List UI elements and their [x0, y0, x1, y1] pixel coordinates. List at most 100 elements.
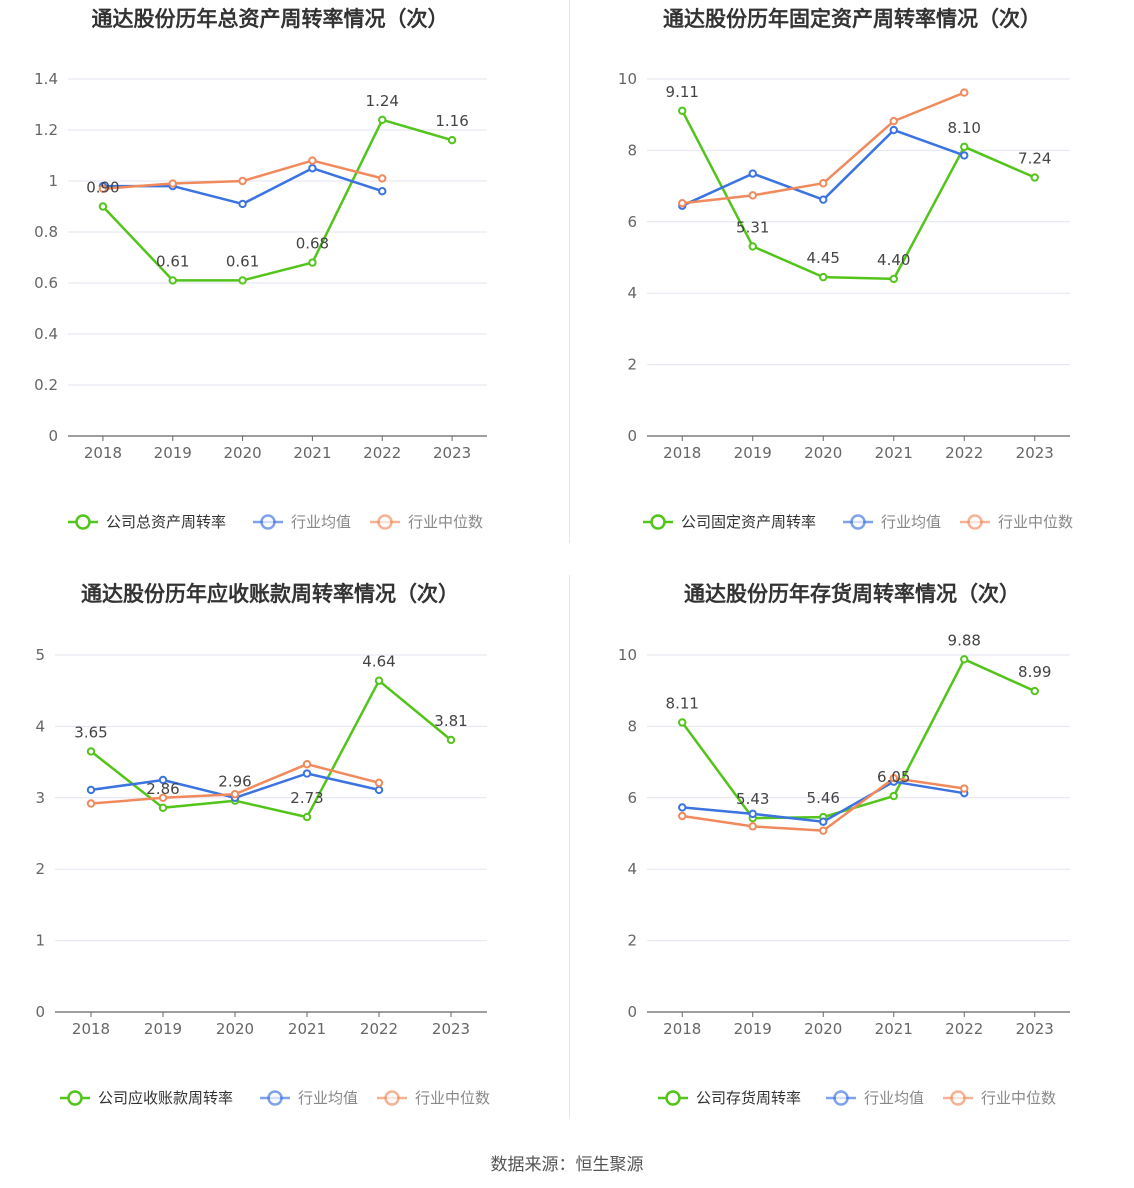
data-point-industry-median[interactable]: [889, 773, 898, 783]
legend-item-industry-avg[interactable]: 行业均值: [253, 513, 351, 531]
data-label: 5.43: [736, 790, 769, 808]
data-point-industry-median[interactable]: [678, 199, 687, 208]
y-tick-label: 0.4: [34, 325, 58, 343]
data-point-company[interactable]: [447, 136, 457, 145]
data-point-company[interactable]: [889, 791, 898, 801]
data-point-industry-median[interactable]: [168, 179, 177, 188]
data-point-industry-avg[interactable]: [748, 809, 757, 819]
data-point-industry-avg[interactable]: [678, 803, 687, 812]
legend-item-industry-median[interactable]: 行业中位数: [377, 1089, 490, 1107]
data-point-company[interactable]: [238, 276, 247, 285]
data-point-company[interactable]: [819, 272, 828, 282]
data-point-industry-avg[interactable]: [158, 775, 168, 785]
data-point-company[interactable]: [889, 274, 898, 284]
legend-marker: [665, 1090, 681, 1106]
x-tick-label: 2019: [734, 1020, 772, 1038]
data-point-industry-avg[interactable]: [819, 817, 828, 826]
data-point-company[interactable]: [678, 718, 687, 727]
data-point-industry-median[interactable]: [238, 176, 247, 186]
data-point-industry-avg[interactable]: [748, 169, 757, 178]
data-point-company[interactable]: [748, 242, 757, 251]
data-point-company[interactable]: [302, 812, 312, 822]
data-point-industry-median[interactable]: [819, 179, 828, 188]
legend-item-industry-avg[interactable]: 行业均值: [843, 513, 941, 531]
legend-marker: [850, 514, 866, 530]
chart-panel-4: 通达股份历年存货周转率情况（次） 0 2 4 6 8 10 2018 2019 2020 2021 2…: [618, 582, 1070, 1107]
legend-item-company[interactable]: 公司固定资产周转率: [643, 513, 816, 531]
data-point-company[interactable]: [960, 655, 969, 664]
data-point-company[interactable]: [308, 258, 317, 267]
data-point-industry-median[interactable]: [819, 826, 828, 835]
y-tick-label: 8: [627, 717, 637, 735]
data-point-company[interactable]: [374, 676, 384, 685]
legend-label: 行业均值: [881, 513, 941, 531]
data-point-company[interactable]: [960, 142, 969, 152]
data-point-industry-avg[interactable]: [308, 164, 317, 173]
data-label: 0.68: [296, 235, 329, 253]
data-label: 3.65: [74, 723, 107, 741]
data-point-industry-avg[interactable]: [378, 187, 387, 196]
data-point-industry-avg[interactable]: [238, 199, 247, 209]
legend-item-company[interactable]: 公司存货周转率: [658, 1089, 801, 1107]
legend-item-industry-avg[interactable]: 行业均值: [260, 1089, 358, 1107]
data-point-industry-avg[interactable]: [374, 785, 384, 795]
data-label: 0.90: [86, 179, 119, 197]
series-line-company: [101, 118, 453, 282]
legend-marker: [67, 1090, 83, 1106]
data-point-industry-median[interactable]: [748, 822, 757, 831]
data-point-industry-median[interactable]: [748, 191, 757, 200]
data-point-company[interactable]: [1030, 173, 1039, 182]
data-point-company[interactable]: [168, 276, 177, 285]
data-point-industry-avg[interactable]: [302, 769, 312, 778]
x-tick-label: 2021: [875, 1020, 913, 1038]
data-point-industry-median[interactable]: [378, 174, 387, 183]
y-tick-label: 0.8: [34, 223, 58, 241]
data-point-industry-median[interactable]: [302, 760, 312, 769]
data-point-industry-avg[interactable]: [960, 151, 969, 160]
y-tick-label: 4: [627, 284, 637, 302]
y-tick-label: 0.6: [34, 274, 58, 292]
y-tick-label: 3: [35, 789, 45, 807]
legend-item-industry-median[interactable]: 行业中位数: [943, 1089, 1056, 1107]
legend-item-industry-median[interactable]: 行业中位数: [960, 513, 1073, 531]
chart-panel-2: 通达股份历年固定资产周转率情况（次） 0 2 4 6 8 10 2018 2019 2020 202…: [618, 7, 1073, 531]
data-point-industry-avg[interactable]: [889, 125, 898, 135]
data-point-industry-median[interactable]: [960, 784, 969, 793]
y-tick-label: 5: [35, 646, 45, 664]
data-point-company[interactable]: [98, 202, 108, 211]
legend-marker: [384, 1090, 400, 1106]
data-point-company[interactable]: [158, 803, 168, 812]
data-point-industry-median[interactable]: [960, 88, 969, 97]
data-point-industry-median[interactable]: [678, 811, 687, 821]
legend-label: 行业均值: [864, 1089, 924, 1107]
data-point-industry-median[interactable]: [374, 778, 384, 788]
legend-marker: [967, 514, 983, 530]
data-point-company[interactable]: [378, 115, 387, 125]
data-point-industry-avg[interactable]: [86, 785, 96, 795]
data-source: 数据来源：恒生聚源: [490, 1155, 644, 1175]
data-point-industry-median[interactable]: [98, 184, 108, 193]
x-tick-label: 2021: [288, 1020, 326, 1038]
data-label: 1.24: [366, 92, 399, 110]
legend-item-industry-median[interactable]: 行业中位数: [370, 513, 483, 531]
data-point-industry-median[interactable]: [230, 790, 240, 799]
legend-item-company[interactable]: 公司总资产周转率: [68, 513, 226, 531]
data-point-industry-median[interactable]: [889, 116, 898, 126]
x-tick-label: 2020: [216, 1020, 254, 1038]
legend-marker: [833, 1090, 849, 1106]
data-point-industry-median[interactable]: [308, 156, 317, 165]
data-label: 6.05: [877, 768, 910, 786]
x-tick-label: 2020: [804, 444, 842, 462]
data-label: 9.88: [948, 631, 981, 649]
data-point-company[interactable]: [678, 106, 687, 115]
legend-item-company[interactable]: 公司应收账款周转率: [60, 1089, 233, 1107]
legend-marker: [950, 1090, 966, 1106]
legend-item-industry-avg[interactable]: 行业均值: [826, 1089, 924, 1107]
data-point-company[interactable]: [446, 735, 456, 745]
data-point-industry-median[interactable]: [86, 799, 96, 808]
data-point-industry-avg[interactable]: [819, 195, 828, 204]
data-point-industry-median[interactable]: [158, 793, 168, 802]
x-tick-label: 2022: [360, 1020, 398, 1038]
data-point-company[interactable]: [1030, 686, 1039, 696]
data-point-company[interactable]: [86, 747, 96, 756]
